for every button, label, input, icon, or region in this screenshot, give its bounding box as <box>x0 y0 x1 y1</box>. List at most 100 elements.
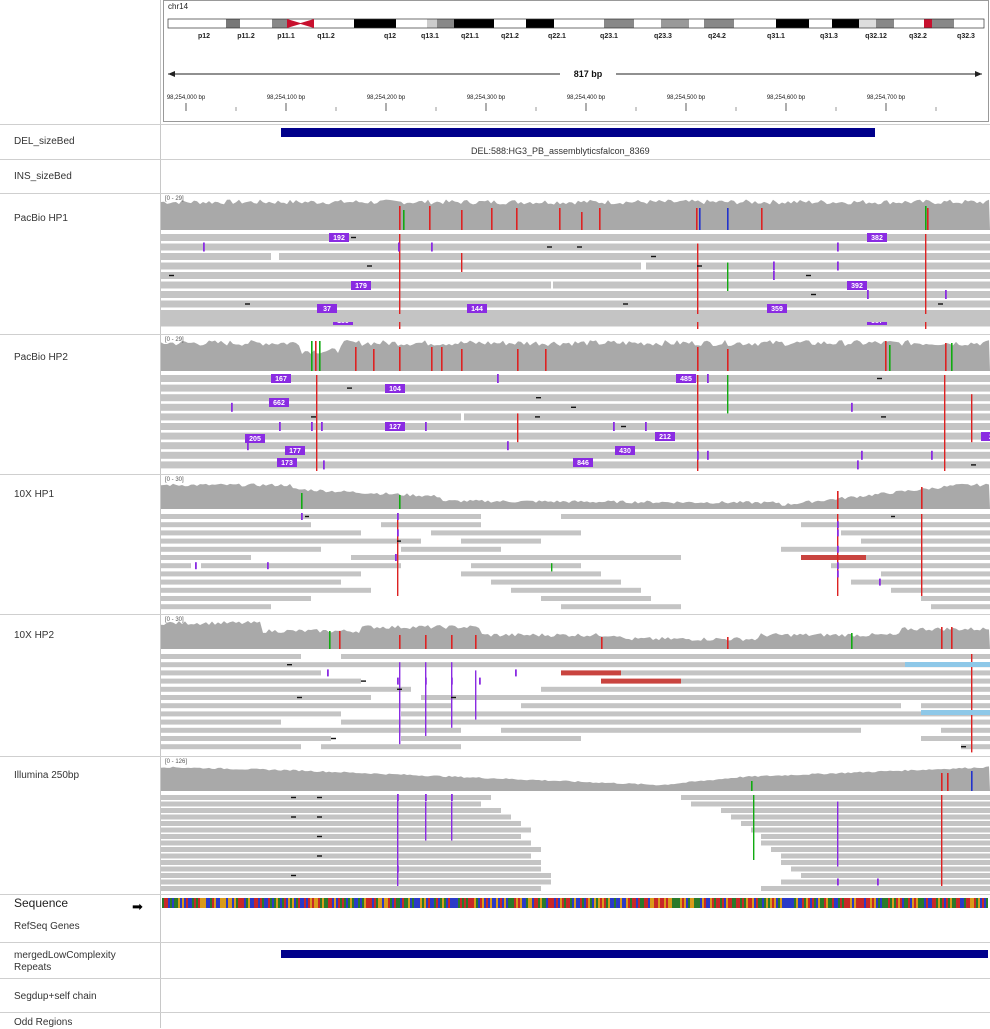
sequence-base <box>298 898 300 908</box>
sequence-base <box>182 898 184 908</box>
sequence-base <box>470 898 472 908</box>
cytoband <box>661 19 689 28</box>
refseq-track[interactable] <box>161 909 990 942</box>
lowcomplexity-track[interactable] <box>161 943 990 978</box>
sequence-base <box>330 898 332 908</box>
sequence-base <box>814 898 816 908</box>
sequence-base <box>164 898 166 908</box>
sequence-base <box>512 898 514 908</box>
sequence-base <box>184 898 186 908</box>
read <box>541 686 990 692</box>
track-name-sequence[interactable]: Sequence <box>14 896 69 910</box>
pacbio-hp1-track[interactable]: [0 - 29] 19238217939237144359189387 <box>161 194 990 334</box>
ins-track[interactable] <box>161 160 990 193</box>
read <box>279 253 990 260</box>
sequence-base <box>282 898 284 908</box>
sequence-base <box>752 898 754 908</box>
sequence-base <box>690 898 692 908</box>
read <box>321 744 461 750</box>
sequence-base <box>544 898 546 908</box>
track-name-refseq[interactable]: RefSeq Genes <box>14 921 80 932</box>
track-name-10x-hp2[interactable]: 10X HP2 <box>14 630 55 641</box>
chromosome-ideogram[interactable]: p12 p11.2 p11.1 q11.2 q12 q13.1 q21.1 q21.2 q22.… <box>164 9 988 59</box>
read-mismatch <box>425 801 427 841</box>
ruler-tick-label: 98,254,000 bp <box>167 95 206 101</box>
odd-regions-track[interactable] <box>161 1013 990 1028</box>
region-size-label: 817 bp <box>574 69 603 79</box>
sequence-base <box>636 898 638 908</box>
sequence-base <box>488 898 490 908</box>
del-feature-bar[interactable] <box>281 128 875 137</box>
segdup-track[interactable] <box>161 979 990 1012</box>
del-track[interactable]: DEL:588:HG3_PB_assemblyticsfalcon_8369 <box>161 125 990 159</box>
sequence-base <box>626 898 628 908</box>
sequence-base <box>302 898 304 908</box>
10x-hp2-alignments[interactable] <box>161 615 990 756</box>
sequence-base <box>538 898 540 908</box>
read <box>161 300 990 308</box>
sequence-base <box>500 898 502 908</box>
band-label: p12 <box>198 33 210 40</box>
read <box>801 522 990 528</box>
track-name-pacbio-hp1[interactable]: PacBio HP1 <box>14 213 68 224</box>
sequence-base <box>462 898 464 908</box>
sequence-base <box>836 898 838 908</box>
10x-hp1-alignments[interactable] <box>161 475 990 614</box>
sequence-base <box>976 898 978 908</box>
illumina-alignments[interactable] <box>161 757 990 894</box>
track-name-del[interactable]: DEL_sizeBed <box>14 136 75 147</box>
pacbio-hp2-alignments[interactable]: 1671044856621272122051774301738462 <box>161 335 990 474</box>
track-name-odd[interactable]: Odd Regions <box>14 1017 73 1028</box>
10x-hp1-track[interactable]: [0 - 30] <box>161 475 990 614</box>
pacbio-hp1-alignments[interactable]: 19238217939237144359189387 <box>161 194 990 334</box>
sequence-base <box>702 898 704 908</box>
coverage-mismatch <box>851 633 853 649</box>
sequence-base <box>820 898 822 908</box>
sequence-base <box>706 898 708 908</box>
deletion-mark <box>397 540 401 542</box>
deletion-mark <box>881 416 886 418</box>
track-name-lowcomplexity[interactable]: mergedLowComplexity Repeats <box>14 950 116 974</box>
insertion-marker <box>613 422 615 431</box>
sequence-base <box>434 898 436 908</box>
sequence-base <box>750 898 752 908</box>
deletion-mark <box>451 696 456 699</box>
sequence-base <box>648 898 650 908</box>
read <box>646 262 990 270</box>
band-label: p11.2 <box>237 33 255 40</box>
sequence-bases[interactable] <box>162 898 988 908</box>
sequence-base <box>406 898 408 908</box>
sequence-base <box>610 898 612 908</box>
track-name-segdup[interactable]: Segdup+self chain <box>14 991 97 1002</box>
read <box>161 272 990 279</box>
sequence-base <box>860 898 862 908</box>
sequence-base <box>270 898 272 908</box>
10x-hp2-track[interactable]: [0 - 30] <box>161 615 990 756</box>
pacbio-hp2-track[interactable]: [0 - 29] 167 104 485 662 127 212 205 177 430 173 8… <box>161 335 990 474</box>
read-mismatch <box>397 795 399 886</box>
sequence-base <box>204 898 206 908</box>
read <box>341 719 990 725</box>
deletion-mark <box>361 680 366 682</box>
sequence-base <box>866 898 868 908</box>
sequence-base <box>238 898 240 908</box>
insertion-badge <box>767 304 787 313</box>
ruler-tick-label: 98,254,600 bp <box>767 95 806 101</box>
read <box>541 596 651 601</box>
sequence-base <box>680 898 682 908</box>
sequence-base <box>346 898 348 908</box>
track-name-ins[interactable]: INS_sizeBed <box>14 171 72 182</box>
track-name-illumina[interactable]: Illumina 250bp <box>14 770 80 781</box>
track-name-pacbio-hp2[interactable]: PacBio HP2 <box>14 352 68 363</box>
track-name-10x-hp1[interactable]: 10X HP1 <box>14 489 55 500</box>
sequence-base <box>522 898 524 908</box>
sequence-base <box>374 898 376 908</box>
genomic-ruler[interactable]: 817 bp 98,254,000 bp 98,254,100 bp 98,254,… <box>164 57 988 117</box>
illumina-track[interactable]: [0 - 126] <box>161 757 990 894</box>
strand-arrow-icon[interactable]: ➡ <box>132 899 143 914</box>
insertion-badge <box>317 304 337 313</box>
read <box>961 744 990 750</box>
lowcomplexity-feature-bar[interactable] <box>281 950 988 958</box>
read-mismatch <box>941 795 943 886</box>
read <box>161 886 541 891</box>
